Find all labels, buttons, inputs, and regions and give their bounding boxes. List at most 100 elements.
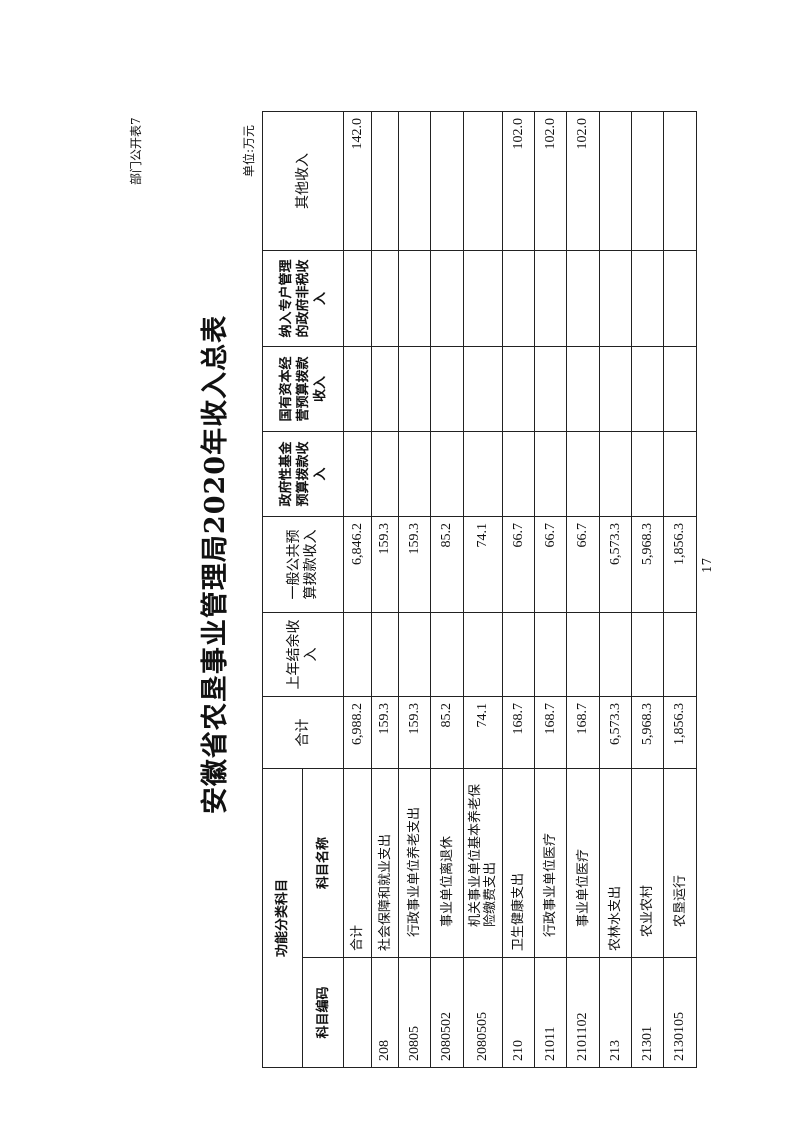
cell-total: 5,968.3 xyxy=(631,696,664,769)
cell-other: 102.0 xyxy=(566,111,600,251)
cell-carryover xyxy=(371,612,399,697)
cell-state-capital xyxy=(343,346,372,432)
table-row: 2101102 事业单位医疗 168.7 66.7 102.0 xyxy=(566,111,600,1068)
cell-special-account xyxy=(463,250,503,347)
cell-state-capital xyxy=(663,346,697,432)
cell-other xyxy=(430,111,464,251)
unit-label: 单位:万元 xyxy=(242,124,256,177)
cell-code: 20805 xyxy=(398,957,431,1068)
cell-name: 合计 xyxy=(343,768,372,958)
cell-special-account xyxy=(502,250,535,347)
cell-state-capital xyxy=(463,346,503,432)
header-code: 科目编码 xyxy=(302,957,344,1068)
cell-gov-fund xyxy=(631,431,664,517)
income-summary-table: 功能分类科目 合计 上年结余收入 一般公共预算拨款收入 政府性基金预算拨款收入 … xyxy=(262,111,697,1068)
cell-code: 210 xyxy=(502,957,535,1068)
cell-special-account xyxy=(398,250,431,347)
cell-gov-fund xyxy=(599,431,632,517)
cell-name: 农林水支出 xyxy=(599,768,632,958)
cell-gov-fund xyxy=(343,431,372,517)
cell-special-account xyxy=(534,250,567,347)
cell-gov-fund xyxy=(502,431,535,517)
cell-code xyxy=(343,957,372,1068)
cell-gov-fund xyxy=(463,431,503,517)
cell-other xyxy=(663,111,697,251)
cell-total: 168.7 xyxy=(534,696,567,769)
cell-code: 2101102 xyxy=(566,957,600,1068)
cell-general-budget: 66.7 xyxy=(534,516,567,613)
header-general-budget: 一般公共预算拨款收入 xyxy=(262,516,344,613)
cell-other: 142.0 xyxy=(343,111,372,251)
cell-general-budget: 66.7 xyxy=(566,516,600,613)
cell-code: 21011 xyxy=(534,957,567,1068)
cell-general-budget: 85.2 xyxy=(430,516,464,613)
cell-state-capital xyxy=(566,346,600,432)
cell-carryover xyxy=(398,612,431,697)
cell-carryover xyxy=(599,612,632,697)
table-row: 合计 6,988.2 6,846.2 142.0 xyxy=(343,111,372,1068)
cell-other: 102.0 xyxy=(534,111,567,251)
cell-total: 85.2 xyxy=(430,696,464,769)
cell-name: 社会保障和就业支出 xyxy=(371,768,399,958)
table-row: 21301 农业农村 5,968.3 5,968.3 xyxy=(631,111,664,1068)
cell-carryover xyxy=(502,612,535,697)
header-name: 科目名称 xyxy=(302,768,344,958)
cell-carryover xyxy=(343,612,372,697)
cell-code: 2080502 xyxy=(430,957,464,1068)
cell-other xyxy=(371,111,399,251)
cell-name: 农垦运行 xyxy=(663,768,697,958)
cell-code: 213 xyxy=(599,957,632,1068)
header-state-capital: 国有资本经营预算拨款收入 xyxy=(262,346,344,432)
cell-general-budget: 159.3 xyxy=(371,516,399,613)
cell-other xyxy=(463,111,503,251)
table-row: 20805 行政事业单位养老支出 159.3 159.3 xyxy=(398,111,431,1068)
header-function-category: 功能分类科目 xyxy=(262,768,303,1068)
page-number: 17 xyxy=(700,557,714,573)
cell-total: 1,856.3 xyxy=(663,696,697,769)
cell-state-capital xyxy=(371,346,399,432)
table-row: 21011 行政事业单位医疗 168.7 66.7 102.0 xyxy=(534,111,567,1068)
cell-carryover xyxy=(430,612,464,697)
cell-code: 2130105 xyxy=(663,957,697,1068)
cell-general-budget: 66.7 xyxy=(502,516,535,613)
cell-carryover xyxy=(566,612,600,697)
cell-carryover xyxy=(463,612,503,697)
cell-general-budget: 6,846.2 xyxy=(343,516,372,613)
header-total: 合计 xyxy=(262,696,344,769)
cell-carryover xyxy=(534,612,567,697)
cell-special-account xyxy=(631,250,664,347)
cell-special-account xyxy=(343,250,372,347)
cell-state-capital xyxy=(631,346,664,432)
cell-carryover xyxy=(631,612,664,697)
cell-general-budget: 6,573.3 xyxy=(599,516,632,613)
table-row: 210 卫生健康支出 168.7 66.7 102.0 xyxy=(502,111,535,1068)
header-carryover: 上年结余收入 xyxy=(262,612,344,697)
cell-code: 2080505 xyxy=(463,957,503,1068)
cell-other: 102.0 xyxy=(502,111,535,251)
cell-name: 卫生健康支出 xyxy=(502,768,535,958)
cell-total: 6,573.3 xyxy=(599,696,632,769)
cell-gov-fund xyxy=(398,431,431,517)
cell-code: 21301 xyxy=(631,957,664,1068)
cell-gov-fund xyxy=(430,431,464,517)
cell-other xyxy=(599,111,632,251)
cell-name: 机关事业单位基本养老保险缴费支出 xyxy=(463,768,503,958)
cell-special-account xyxy=(599,250,632,347)
table-row: 2130105 农垦运行 1,856.3 1,856.3 xyxy=(663,111,697,1068)
cell-total: 74.1 xyxy=(463,696,503,769)
page-title: 安徽省农垦事业管理局2020年收入总表 xyxy=(200,314,231,815)
cell-state-capital xyxy=(599,346,632,432)
cell-total: 159.3 xyxy=(398,696,431,769)
table-row: 2080502 事业单位离退休 85.2 85.2 xyxy=(430,111,464,1068)
cell-special-account xyxy=(566,250,600,347)
cell-gov-fund xyxy=(663,431,697,517)
cell-total: 168.7 xyxy=(566,696,600,769)
cell-general-budget: 1,856.3 xyxy=(663,516,697,613)
cell-state-capital xyxy=(534,346,567,432)
cell-special-account xyxy=(430,250,464,347)
header-other: 其他收入 xyxy=(262,111,344,251)
cell-state-capital xyxy=(502,346,535,432)
table-row: 213 农林水支出 6,573.3 6,573.3 xyxy=(599,111,632,1068)
form-number: 部门公开表7 xyxy=(129,117,143,185)
cell-name: 行政事业单位养老支出 xyxy=(398,768,431,958)
